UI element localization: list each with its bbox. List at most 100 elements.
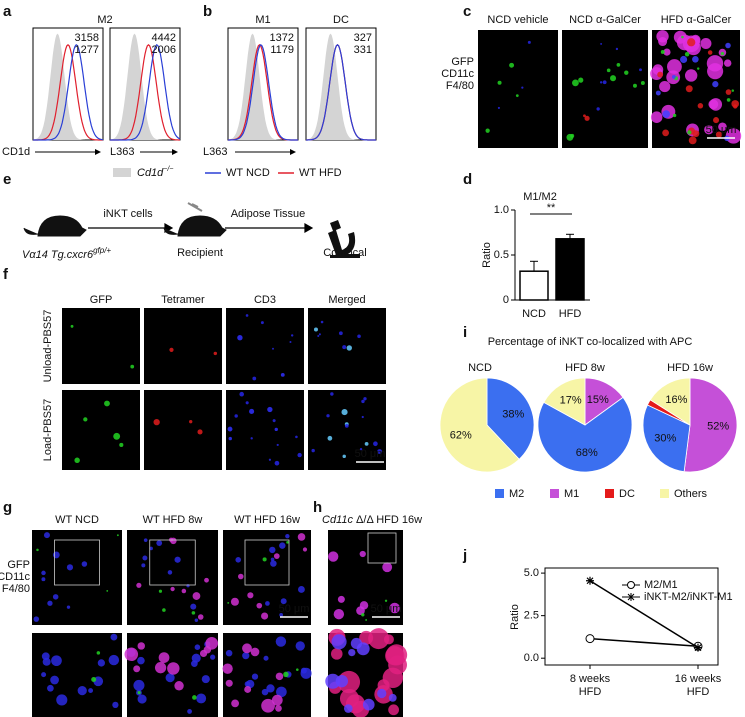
cell (662, 129, 670, 137)
cell (320, 320, 324, 324)
cell (296, 668, 299, 671)
cell (47, 600, 53, 606)
cell (578, 77, 584, 83)
chart-title: M1/M2 (523, 191, 557, 203)
y-tick-label: 0 (503, 294, 509, 306)
cell (615, 47, 619, 51)
cell (687, 130, 692, 135)
image-column-label: NCD vehicle (487, 14, 548, 26)
cell (271, 694, 283, 706)
row-label: Unload-PBS57 (42, 310, 54, 383)
cell (112, 701, 119, 709)
cell (153, 418, 160, 426)
cell (672, 113, 677, 118)
cell (326, 414, 330, 418)
flow-value-hfd: 1277 (75, 44, 99, 56)
micrograph (226, 308, 304, 384)
cell (715, 131, 723, 138)
micrograph (124, 633, 219, 717)
cell (273, 553, 280, 560)
legend-label: M1 (564, 488, 579, 500)
cell (270, 557, 275, 562)
cell (684, 69, 698, 82)
cell (137, 656, 145, 665)
cell (726, 98, 731, 102)
cell (733, 104, 738, 109)
cell (237, 335, 243, 341)
cell (725, 89, 732, 95)
cell (680, 55, 688, 64)
cell (272, 347, 274, 350)
cell (343, 704, 353, 713)
cell (359, 550, 366, 558)
zoom-box (244, 539, 290, 586)
cell (256, 602, 263, 609)
panel-label: c (463, 3, 471, 20)
legend-label: WT NCD (226, 167, 270, 179)
recipient-label: Recipient (177, 247, 223, 259)
slice-label: 62% (450, 429, 472, 441)
y-tick-label: 5.0 (524, 567, 539, 579)
cell (279, 612, 284, 617)
cell (81, 561, 88, 567)
cell (268, 458, 272, 461)
series-line (589, 580, 699, 649)
cell (707, 50, 713, 55)
image-background (127, 530, 218, 625)
cell (388, 693, 397, 702)
cell (700, 37, 712, 50)
cell (624, 70, 629, 75)
cell (142, 555, 148, 561)
cell (283, 671, 289, 678)
cell (300, 667, 312, 679)
cell (389, 602, 400, 614)
cell (342, 454, 346, 459)
pie-slice (543, 377, 586, 426)
cell (239, 391, 244, 397)
cell (96, 651, 101, 655)
y-tick-label: 2.5 (524, 610, 539, 622)
cell (261, 698, 275, 713)
micrograph (32, 530, 122, 625)
cell (191, 660, 198, 668)
cell (697, 103, 704, 109)
legend-swatch (113, 168, 131, 177)
cell (274, 460, 280, 466)
cell (133, 665, 141, 673)
cell (169, 347, 174, 352)
cell (137, 642, 145, 650)
cell (280, 372, 285, 377)
cell (712, 81, 719, 88)
cell (47, 684, 54, 692)
cell (213, 351, 218, 356)
micrograph (127, 530, 218, 625)
cell (263, 655, 269, 661)
y-axis-label: Ratio (509, 604, 521, 630)
image-background (226, 308, 304, 384)
micrograph (562, 30, 648, 148)
cell (286, 541, 289, 544)
cell (274, 427, 278, 432)
zoom-box (54, 539, 100, 586)
cell (384, 599, 388, 602)
legend-label: iNKT-M2/iNKT-M1 (644, 591, 733, 603)
micrograph (144, 308, 222, 384)
histogram-ncd (110, 43, 181, 141)
cell (41, 672, 47, 678)
cell (385, 646, 405, 666)
panel-label: b (203, 3, 212, 20)
cell (201, 675, 210, 684)
cell (250, 647, 260, 657)
cell (285, 533, 290, 539)
cell (708, 99, 719, 110)
scale-label: 50 μm (279, 603, 310, 615)
cell (66, 564, 74, 571)
pie-title: NCD (468, 362, 492, 374)
cell (97, 659, 105, 667)
cell (41, 577, 46, 582)
legend-swatch (495, 489, 504, 498)
legend-swatch (550, 489, 559, 498)
cell (266, 684, 275, 693)
image-column-label: WT HFD 16w (234, 514, 300, 526)
flow-value-hfd: 2006 (152, 44, 176, 56)
